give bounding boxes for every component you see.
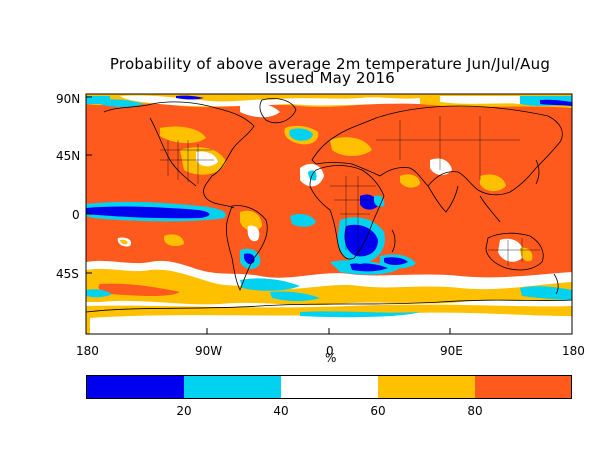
- colorbar-tick-60: 60: [370, 404, 386, 418]
- map-title: Probability of above average 2m temperat…: [109, 55, 551, 73]
- lat-label-90n: 90N: [56, 92, 81, 106]
- map-subtitle: Issued May 2016: [264, 69, 396, 87]
- lon-label-0: 0: [326, 344, 334, 358]
- lon-label-180w: 180: [76, 344, 99, 358]
- colorbar-swatch-80-100: [475, 375, 572, 399]
- lat-label-45n: 45N: [56, 149, 81, 163]
- colorbar-frame: [86, 375, 572, 399]
- probability-field: [86, 94, 572, 334]
- colorbar-swatch-60-80: [378, 375, 475, 399]
- coastlines: [85, 98, 573, 313]
- axis-ticks: [85, 96, 573, 334]
- lat-label-0: 0: [72, 208, 80, 222]
- lon-label-180e: 180: [562, 344, 585, 358]
- colorbar-swatch-40-60: [281, 375, 378, 399]
- lon-label-90w: 90W: [195, 344, 223, 358]
- colorbar-tick-40: 40: [273, 404, 289, 418]
- lon-label-90e: 90E: [440, 344, 463, 358]
- unit-label: %: [325, 351, 337, 365]
- colorbar-tick-80: 80: [467, 404, 483, 418]
- colorbar-tick-20: 20: [176, 404, 192, 418]
- political-borders: [160, 116, 540, 266]
- colorbar-swatch-0-20: [86, 375, 184, 399]
- colorbar-swatch-20-40: [184, 375, 281, 399]
- lat-label-45s: 45S: [56, 267, 79, 281]
